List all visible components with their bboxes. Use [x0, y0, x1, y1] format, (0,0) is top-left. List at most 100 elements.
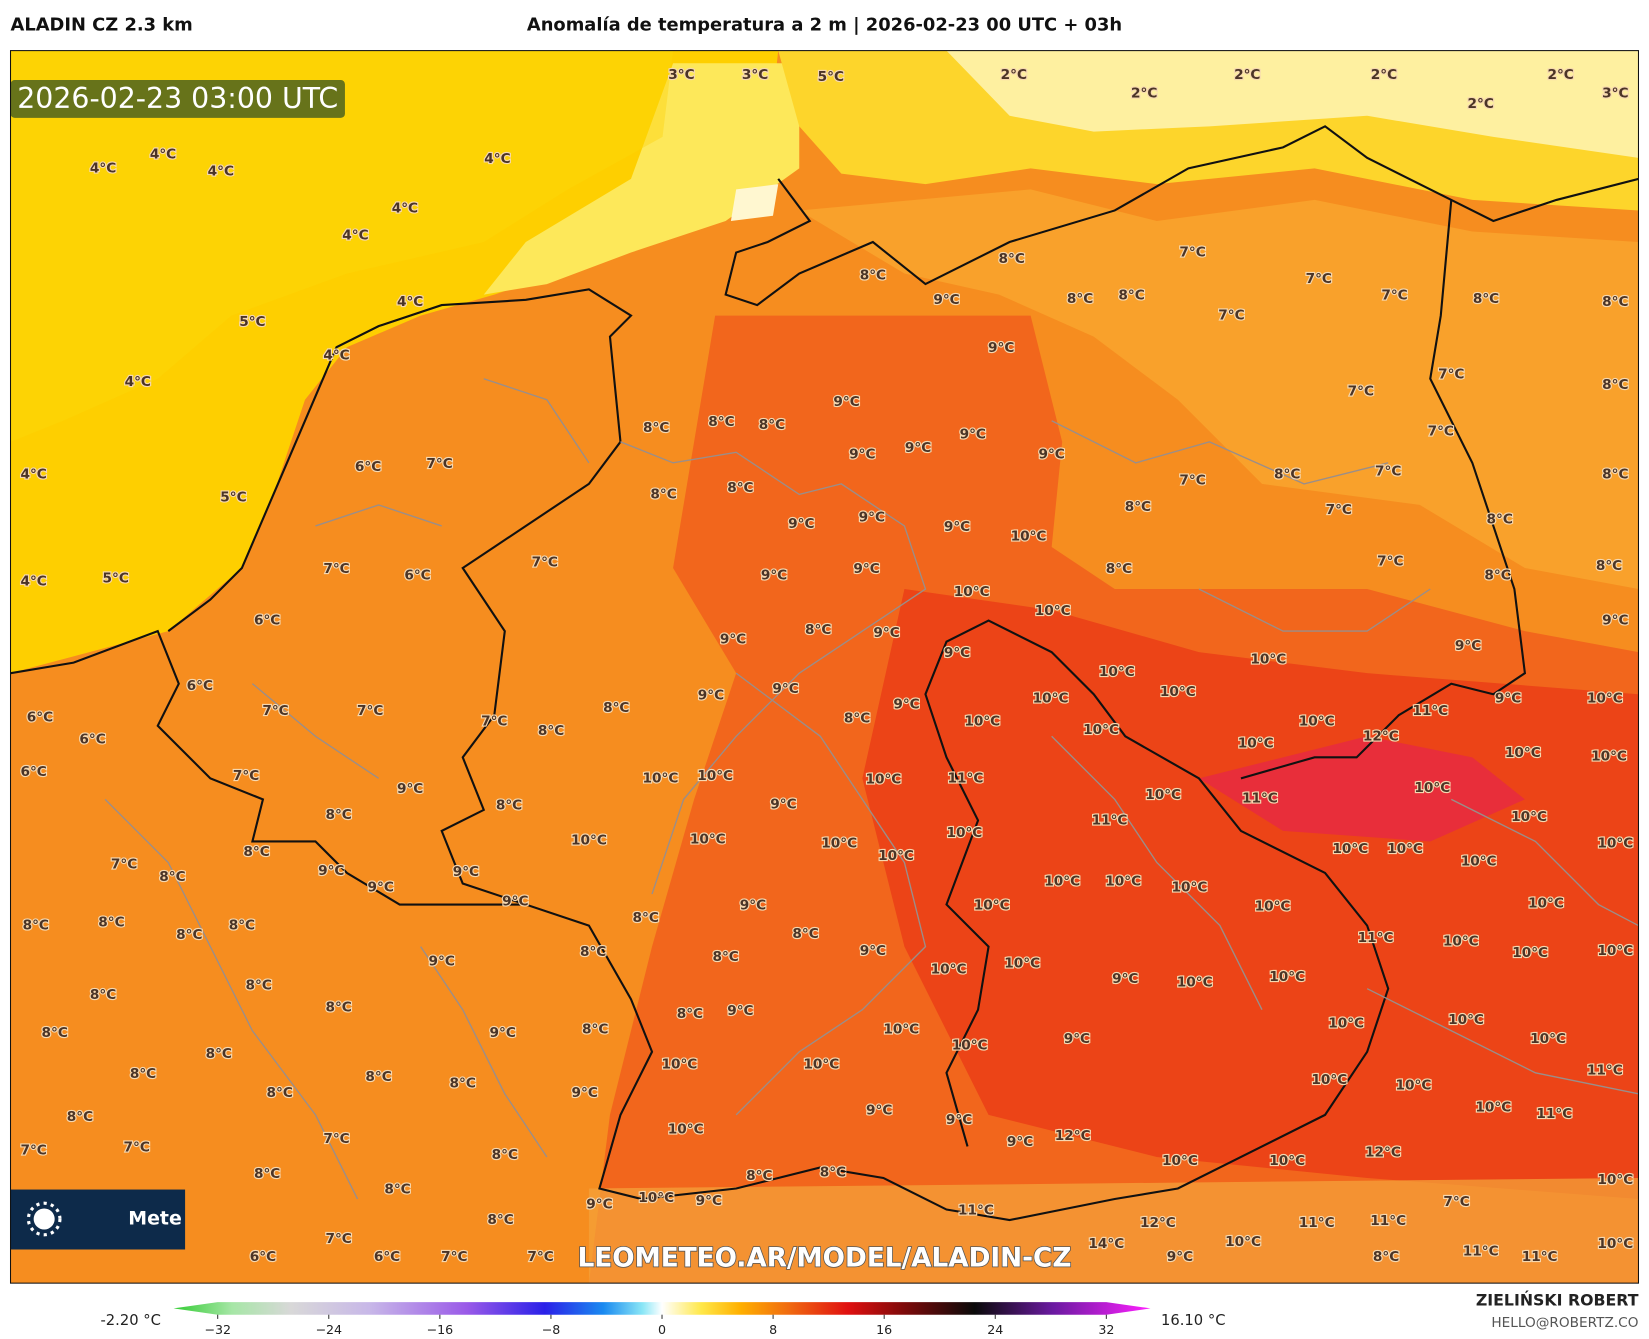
temperature-label: 4°C	[20, 466, 46, 482]
temperature-label: 7°C	[527, 1249, 553, 1265]
temperature-label: 8°C	[23, 918, 49, 934]
temperature-label: 10°C	[638, 1190, 674, 1206]
temperature-label: 8°C	[844, 710, 870, 726]
temperature-label: 5°C	[220, 490, 246, 506]
temperature-label: 11°C	[1242, 790, 1278, 806]
temperature-label: 2°C	[1468, 96, 1494, 112]
temperature-label: 8°C	[492, 1147, 518, 1163]
temperature-label: 8°C	[384, 1182, 410, 1198]
temperature-label: 9°C	[859, 510, 885, 526]
temperature-label: 5°C	[818, 69, 844, 85]
temperature-label: 8°C	[1602, 466, 1628, 482]
temperature-label: 7°C	[1381, 288, 1407, 304]
temperature-label: 10°C	[1044, 873, 1080, 889]
temperature-label: 10°C	[1105, 873, 1141, 889]
temperature-label: 10°C	[1461, 853, 1497, 869]
temperature-label: 10°C	[1035, 603, 1071, 619]
temperature-label: 10°C	[1587, 690, 1623, 706]
temperature-label: 10°C	[1269, 1153, 1305, 1169]
temperature-label: 9°C	[720, 632, 746, 648]
model-name: ALADIN CZ 2.3 km	[11, 14, 193, 35]
temperature-label: 7°C	[1428, 423, 1454, 439]
temperature-label: 9°C	[1455, 638, 1481, 654]
temperature-label: 10°C	[661, 1056, 697, 1072]
temperature-label: 10°C	[643, 770, 679, 786]
temperature-label: 6°C	[187, 678, 213, 694]
temperature-label: 8°C	[450, 1075, 476, 1091]
temperature-label: 7°C	[323, 561, 349, 577]
temperature-label: 9°C	[368, 880, 394, 896]
temperature-label: 9°C	[770, 797, 796, 813]
colorbar-tick-label: −8	[542, 1322, 561, 1337]
temperature-label: 10°C	[954, 584, 990, 600]
temperature-label: 9°C	[866, 1103, 892, 1119]
regional-borders	[104, 378, 1639, 1200]
field-alps	[588, 1177, 1639, 1284]
temperature-label: 6°C	[27, 709, 53, 725]
temperature-label: 9°C	[853, 561, 879, 577]
temperature-label: 8°C	[42, 1025, 68, 1041]
temperature-label: 10°C	[571, 832, 607, 848]
temperature-label: 10°C	[1511, 809, 1547, 825]
colorbar: −32 −24 −16 −8 0 8 16 24 32	[173, 1302, 1151, 1337]
temperature-label: 8°C	[759, 417, 785, 433]
temperature-label: 9°C	[572, 1085, 598, 1101]
temperature-label: 9°C	[740, 898, 766, 914]
temperature-label: 8°C	[999, 251, 1025, 267]
temperature-label: 9°C	[453, 864, 479, 880]
temperature-label: 10°C	[821, 836, 857, 852]
temperature-label: 10°C	[803, 1056, 839, 1072]
temperature-label: 7°C	[1179, 473, 1205, 489]
temperature-label: 9°C	[960, 426, 986, 442]
temperature-label: 10°C	[1475, 1100, 1511, 1116]
temperature-label: 7°C	[441, 1249, 467, 1265]
temperature-label: 8°C	[538, 723, 564, 739]
temperature-label: 8°C	[365, 1069, 391, 1085]
temperature-label: 11°C	[947, 770, 983, 786]
temperature-label: 6°C	[79, 731, 105, 747]
temperature-label: 9°C	[946, 1112, 972, 1128]
temperature-label: 2°C	[1547, 67, 1573, 83]
map-field: 4°C 4°C 4°C 4°C 4°C 4°C 5°C 4°C 4°C 4°C 4°C 5°C 4°C 5…	[10, 50, 1639, 1284]
temperature-label: 8°C	[98, 914, 124, 930]
temperature-label: 9°C	[1167, 1249, 1193, 1265]
temperature-label: 6°C	[374, 1249, 400, 1265]
field-plains	[799, 189, 1639, 590]
temperature-label: 5°C	[103, 571, 129, 587]
temperature-label: 8°C	[325, 807, 351, 823]
temperature-label: 10°C	[1387, 841, 1423, 857]
temperature-label: 11°C	[1370, 1213, 1406, 1229]
timestamp: 2026-02-23 03:00 UTC	[17, 82, 338, 115]
temperature-label: 10°C	[1414, 780, 1450, 796]
temperature-label: 14°C	[1088, 1236, 1124, 1252]
temperature-label: 10°C	[1269, 969, 1305, 985]
temperature-label: 12°C	[1140, 1215, 1176, 1231]
temperature-label: 8°C	[1118, 288, 1144, 304]
temperature-label: 11°C	[1412, 703, 1448, 719]
temperature-label: 9°C	[696, 1193, 722, 1209]
colorbar-bar	[173, 1302, 1151, 1315]
temperature-label: 11°C	[1358, 930, 1394, 946]
temperature-label: 11°C	[1536, 1106, 1572, 1122]
temperature-label: 7°C	[124, 1139, 150, 1155]
temperature-label: 4°C	[342, 228, 368, 244]
temperature-label: 8°C	[229, 918, 255, 934]
temperature-label: 10°C	[1448, 1012, 1484, 1028]
temperature-label: 10°C	[1597, 836, 1633, 852]
temperature-label: 9°C	[429, 953, 455, 969]
temperature-label: 8°C	[805, 622, 831, 638]
temperature-label: 8°C	[1484, 567, 1510, 583]
temperature-label: 8°C	[1125, 499, 1151, 515]
temperature-label: 8°C	[130, 1066, 156, 1082]
temperature-label: 7°C	[262, 703, 288, 719]
temperature-label: 7°C	[357, 703, 383, 719]
temperature-label: 9°C	[1007, 1134, 1033, 1150]
border-east	[1240, 199, 1527, 780]
email: HELLO@ROBERTZ.CO	[1491, 1315, 1638, 1331]
temperature-label: 8°C	[1067, 291, 1093, 307]
temperature-label: 8°C	[643, 420, 669, 436]
temperature-label: 2°C	[1234, 67, 1260, 83]
temperature-label: 9°C	[1495, 690, 1521, 706]
temperature-label: 10°C	[1591, 748, 1627, 764]
